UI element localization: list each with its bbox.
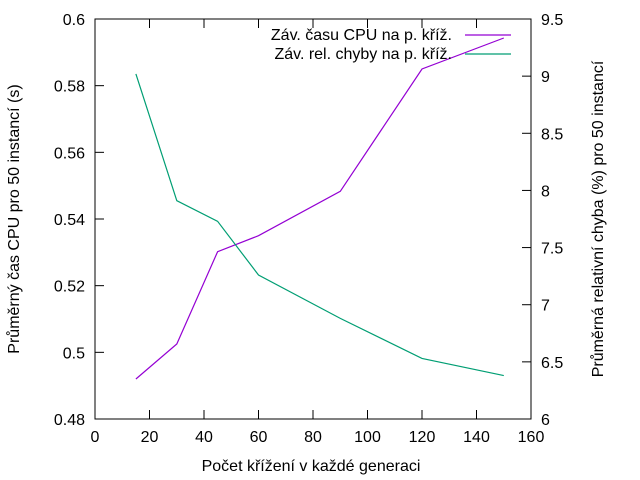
x-tick-label: 20 — [141, 429, 159, 446]
x-tick-label: 160 — [518, 429, 545, 446]
x-tick-label: 80 — [304, 429, 322, 446]
series-line-1 — [135, 37, 505, 380]
x-tick-label: 140 — [463, 429, 490, 446]
y-tick-label-right: 6 — [541, 412, 550, 429]
legend: Záv. času CPU na p. kříž. Záv. rel. chyby… — [271, 27, 511, 63]
y-tick-label-left: 0.6 — [63, 12, 85, 29]
y-tick-label-right: 7.5 — [541, 241, 563, 258]
y-tick-label-right: 6.5 — [541, 355, 563, 372]
y-tick-label-left: 0.58 — [54, 79, 85, 96]
x-tick-label: 120 — [409, 429, 436, 446]
y-tick-label-right: 7 — [541, 298, 550, 315]
y-tick-label-left: 0.52 — [54, 279, 85, 296]
series-lines — [135, 37, 505, 380]
tick-marks — [94, 18, 532, 420]
y-tick-label-right: 9 — [541, 69, 550, 86]
y-tick-label-left: 0.54 — [54, 212, 85, 229]
legend-label-2: Záv. rel. chyby na p. kříž. — [274, 46, 452, 63]
plot-frame — [94, 18, 532, 420]
y-tick-label-left: 0.5 — [63, 345, 85, 362]
series-line-2 — [135, 73, 504, 377]
y-tick-label-left: 0.48 — [54, 412, 85, 429]
x-tick-label: 100 — [354, 429, 381, 446]
x-tick-label: 40 — [195, 429, 213, 446]
y-tick-label-right: 8 — [541, 183, 550, 200]
x-tick-label: 60 — [250, 429, 268, 446]
y-tick-label-right: 9.5 — [541, 12, 563, 29]
y-axis-label-left: Průměrný čas CPU pro 50 instancí (s) — [5, 84, 23, 353]
y-tick-label-right: 8.5 — [541, 126, 563, 143]
x-tick-label: 0 — [91, 429, 100, 446]
legend-label-1: Záv. času CPU na p. kříž. — [271, 27, 452, 44]
x-axis-label: Počet křížení v každé generaci — [202, 458, 421, 475]
tick-labels: 0 20 40 60 80 100 120 140 160 0.48 0.5 0.52 0.54 0.56… — [54, 12, 563, 446]
y-axis-label-right: Průměrná relativní chyba (%) pro 50 inst… — [589, 60, 607, 377]
y-tick-label-left: 0.56 — [54, 145, 85, 162]
